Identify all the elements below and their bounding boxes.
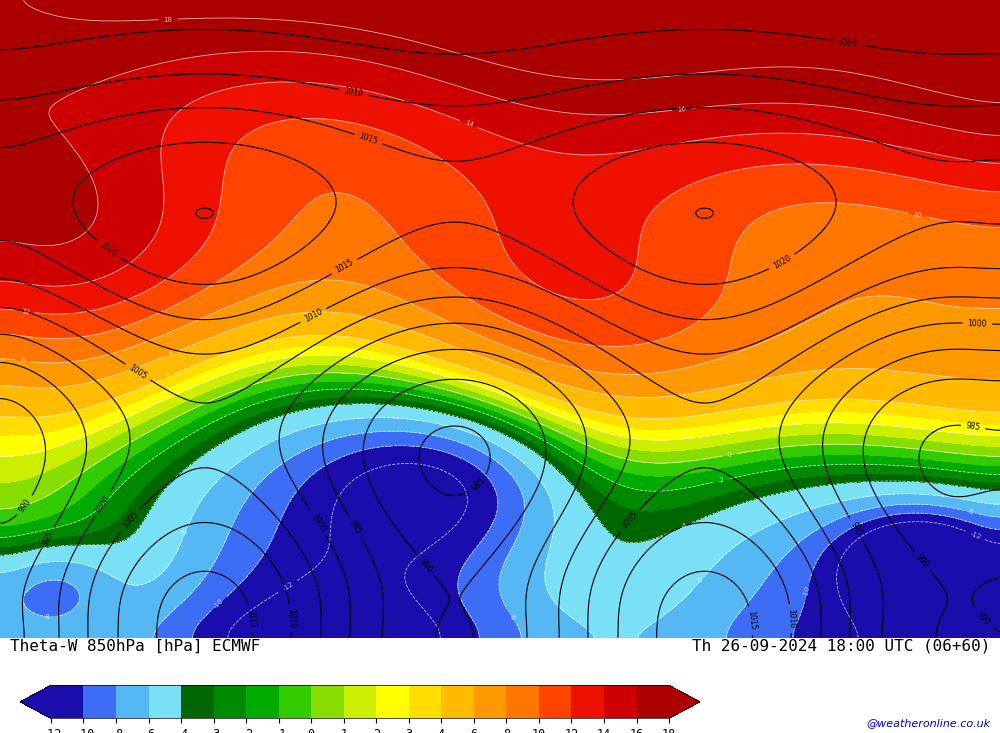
Text: 14: 14: [463, 119, 474, 128]
Text: 1005: 1005: [837, 37, 857, 49]
Text: 1010: 1010: [303, 307, 324, 324]
Text: -4: -4: [680, 522, 689, 530]
Text: 1010: 1010: [343, 86, 364, 99]
Text: 995: 995: [849, 520, 864, 537]
Text: 1010: 1010: [786, 608, 796, 628]
Text: 995: 995: [347, 518, 362, 535]
Text: 990: 990: [914, 553, 930, 570]
Text: 1005: 1005: [121, 509, 140, 530]
Text: -2: -2: [718, 476, 726, 484]
Text: 1015: 1015: [246, 608, 257, 629]
Text: @weatheronline.co.uk: @weatheronline.co.uk: [866, 718, 990, 728]
Text: 995: 995: [40, 529, 55, 547]
Text: 1015: 1015: [358, 132, 379, 147]
Text: Theta-W 850hPa [hPa] ECMWF: Theta-W 850hPa [hPa] ECMWF: [10, 639, 260, 654]
Text: 985: 985: [470, 476, 487, 493]
Text: -6: -6: [181, 528, 190, 537]
Text: -12: -12: [969, 530, 982, 540]
Text: 12: 12: [21, 308, 30, 315]
Text: 1000: 1000: [309, 512, 327, 534]
Text: 1005: 1005: [620, 510, 640, 531]
PathPatch shape: [669, 685, 700, 718]
Text: -8: -8: [966, 508, 975, 515]
PathPatch shape: [20, 685, 51, 718]
Text: 16: 16: [677, 106, 686, 113]
Text: 10: 10: [912, 211, 922, 218]
Text: -8: -8: [44, 614, 51, 619]
Text: -10: -10: [212, 597, 225, 610]
Text: -6: -6: [696, 575, 705, 585]
Text: 1000: 1000: [968, 319, 987, 328]
Text: 1010: 1010: [286, 608, 296, 628]
Text: 1015: 1015: [334, 258, 355, 275]
Text: 1005: 1005: [127, 363, 148, 381]
Text: 1020: 1020: [771, 254, 793, 270]
Text: 1020: 1020: [98, 240, 118, 259]
Text: 2: 2: [726, 430, 731, 436]
Text: -8: -8: [507, 612, 516, 621]
Text: 8: 8: [20, 358, 25, 364]
Text: 18: 18: [163, 16, 173, 23]
Text: 990: 990: [975, 610, 992, 627]
Text: -12: -12: [282, 581, 295, 592]
Text: -10: -10: [803, 585, 811, 597]
Text: 990: 990: [17, 497, 33, 514]
Text: 1000: 1000: [94, 494, 112, 515]
Text: 0: 0: [727, 452, 732, 458]
Text: 985: 985: [965, 421, 981, 432]
Text: 990: 990: [418, 557, 434, 574]
Text: 4: 4: [165, 373, 171, 380]
Text: 1015: 1015: [746, 611, 757, 630]
Text: Th 26-09-2024 18:00 UTC (06+60): Th 26-09-2024 18:00 UTC (06+60): [692, 639, 990, 654]
Text: 6: 6: [167, 350, 174, 358]
